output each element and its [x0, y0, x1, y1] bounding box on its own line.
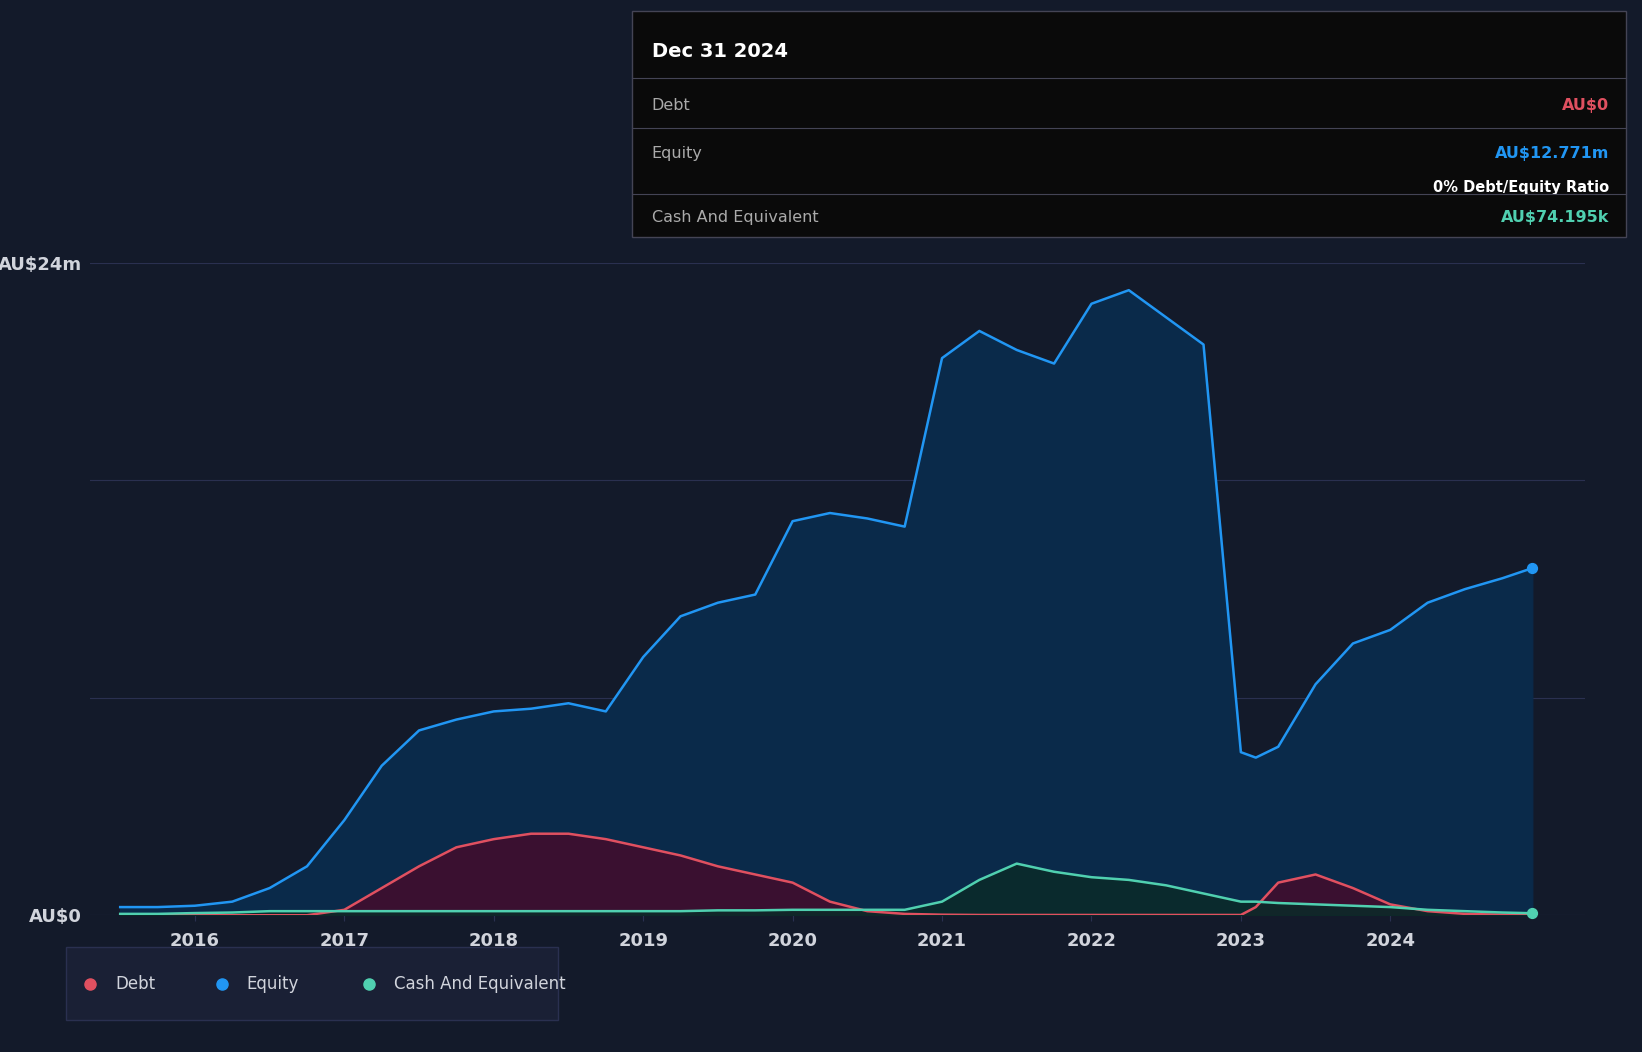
Text: AU$12.771m: AU$12.771m: [1494, 145, 1609, 161]
Text: Cash And Equivalent: Cash And Equivalent: [394, 974, 566, 993]
Text: Debt: Debt: [115, 974, 154, 993]
Text: 0% Debt/Equity Ratio: 0% Debt/Equity Ratio: [1433, 180, 1609, 196]
Text: Dec 31 2024: Dec 31 2024: [652, 42, 788, 61]
Text: Equity: Equity: [652, 145, 703, 161]
Point: [1519, 560, 1545, 576]
FancyBboxPatch shape: [66, 947, 558, 1020]
Text: Equity: Equity: [246, 974, 299, 993]
Text: AU$0: AU$0: [1562, 98, 1609, 114]
FancyBboxPatch shape: [632, 11, 1626, 237]
Text: Debt: Debt: [652, 98, 691, 114]
Text: Cash And Equivalent: Cash And Equivalent: [652, 210, 818, 225]
Point: [1519, 905, 1545, 922]
Text: AU$74.195k: AU$74.195k: [1501, 210, 1609, 225]
